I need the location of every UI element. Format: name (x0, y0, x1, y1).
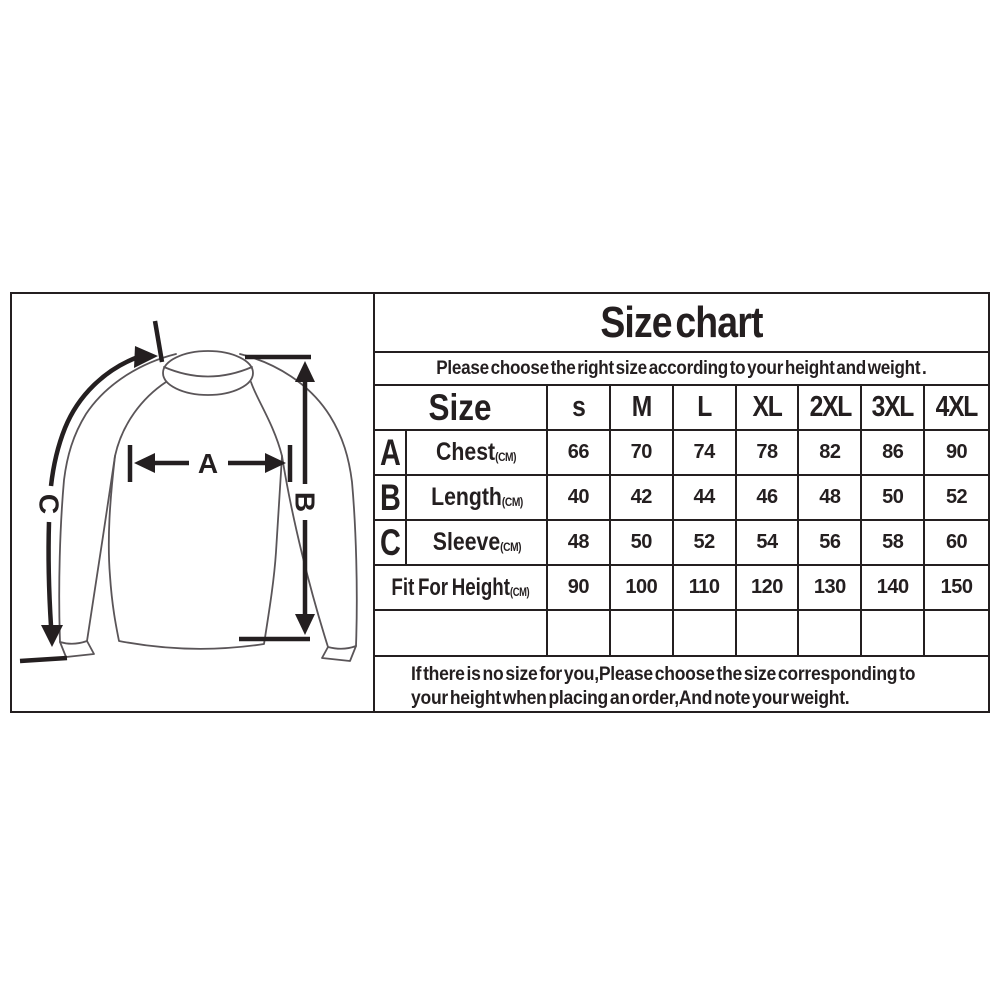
height-value: 140 (862, 566, 926, 611)
height-value: 110 (673, 566, 737, 611)
empty-cell (673, 611, 737, 657)
size-corner-cell: Size (375, 386, 548, 431)
shirt-diagram: A B C (19, 320, 358, 664)
chest-value: 70 (610, 431, 674, 476)
size-col-header: 3XL (862, 386, 926, 431)
footer-line-1: If there is no size for you,Please choos… (411, 663, 916, 685)
sleeve-value: 60 (925, 521, 988, 566)
right-cuff (321, 645, 357, 662)
sleeve-arrowhead-down (41, 625, 63, 647)
height-value: 130 (799, 566, 863, 611)
empty-cell (925, 611, 988, 657)
chest-value: 78 (736, 431, 800, 476)
sleeve-value: 56 (799, 521, 863, 566)
chest-label: A (198, 448, 218, 479)
length-value: 42 (610, 476, 674, 521)
length-label: B (290, 492, 321, 512)
length-arrowhead-down (295, 614, 315, 635)
sleeve-line-lower (46, 521, 54, 627)
sleeve-value: 52 (673, 521, 737, 566)
sleeve-arrowhead-right (134, 346, 158, 368)
footer-line-2: your height when placing an order,And no… (411, 687, 850, 709)
chest-arrowhead-right (265, 453, 286, 473)
size-table: Size s M L XL 2XL 3XL 4XL A Chest(CM) 66… (375, 386, 988, 657)
row-label-length: Length(CM) (407, 476, 548, 521)
collar-outline (162, 350, 254, 396)
size-col-header: XL (736, 386, 800, 431)
length-value: 50 (862, 476, 926, 521)
left-sleeve-inner (86, 455, 116, 642)
size-table-panel: Size chart Please choose the right size … (375, 294, 988, 711)
row-letter: A (375, 431, 407, 476)
sleeve-value: 48 (548, 521, 611, 566)
chest-arrowhead-left (134, 453, 155, 473)
page-title: Size chart (600, 297, 763, 347)
empty-cell (736, 611, 800, 657)
size-col-header: M (610, 386, 674, 431)
empty-cell (548, 611, 611, 657)
length-arrowhead-up (295, 361, 315, 382)
sleeve-measure-arrow: C (19, 320, 165, 664)
size-col-header: L (673, 386, 737, 431)
subtitle-row: Please choose the right size according t… (375, 353, 988, 386)
size-col-header: s (548, 386, 611, 431)
right-sleeve-inner (281, 455, 329, 648)
sleeve-bottom-tick (19, 655, 68, 664)
subtitle-text: Please choose the right size according t… (436, 357, 927, 379)
row-letter: C (375, 521, 407, 566)
length-value: 52 (925, 476, 988, 521)
length-measure-arrow: B (239, 354, 321, 642)
right-sleeve-outer (239, 353, 358, 647)
height-value: 150 (925, 566, 988, 611)
chest-measure-arrow: A (127, 445, 293, 482)
sleeve-line-upper (48, 354, 139, 487)
sleeve-label: C (34, 494, 65, 514)
height-value: 90 (548, 566, 611, 611)
empty-cell (799, 611, 863, 657)
row-label-fit-for-height: Fit For Height(CM) (375, 566, 548, 611)
row-label-sleeve: Sleeve(CM) (407, 521, 548, 566)
body-outline (107, 381, 283, 650)
row-letter: B (375, 476, 407, 521)
empty-cell (610, 611, 674, 657)
empty-cell (862, 611, 926, 657)
shirt-outline (58, 350, 358, 662)
length-value: 40 (548, 476, 611, 521)
length-value: 46 (736, 476, 800, 521)
sleeve-value: 58 (862, 521, 926, 566)
chest-value: 66 (548, 431, 611, 476)
size-chart-sheet: A B C (10, 292, 990, 713)
chest-value: 74 (673, 431, 737, 476)
left-cuff (59, 640, 95, 658)
chest-value: 86 (862, 431, 926, 476)
left-sleeve-outer (58, 353, 177, 643)
height-value: 100 (610, 566, 674, 611)
height-value: 120 (736, 566, 800, 611)
size-col-header: 4XL (925, 386, 988, 431)
sleeve-value: 54 (736, 521, 800, 566)
shirt-diagram-panel: A B C (12, 294, 375, 711)
sleeve-value: 50 (610, 521, 674, 566)
length-value: 48 (799, 476, 863, 521)
collar-band-line (163, 366, 253, 378)
length-value: 44 (673, 476, 737, 521)
row-label-chest: Chest(CM) (407, 431, 548, 476)
sleeve-top-tick (152, 320, 165, 363)
footer-note: If there is no size for you,Please choos… (375, 657, 988, 711)
title-row: Size chart (375, 294, 988, 353)
chest-value: 82 (799, 431, 863, 476)
size-col-header: 2XL (799, 386, 863, 431)
empty-cell (375, 611, 548, 657)
chest-value: 90 (925, 431, 988, 476)
